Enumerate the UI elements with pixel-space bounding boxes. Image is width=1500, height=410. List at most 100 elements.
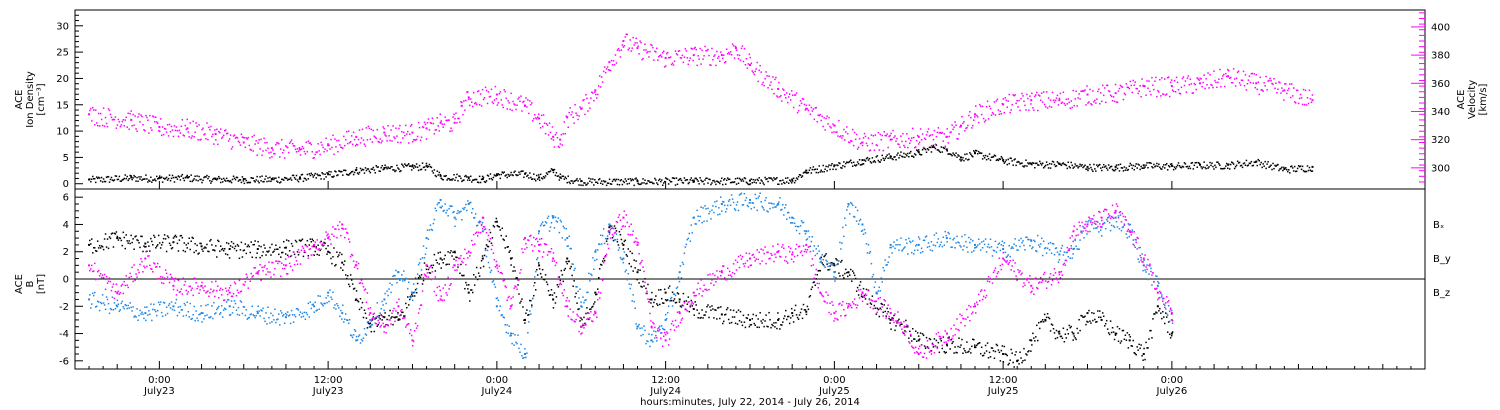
density-sample bbox=[679, 177, 682, 180]
density-sample bbox=[311, 174, 314, 176]
density-sample bbox=[97, 176, 100, 179]
density-sample bbox=[272, 177, 274, 179]
by-point bbox=[481, 230, 484, 233]
density-sample bbox=[185, 176, 188, 178]
density-sample bbox=[223, 179, 226, 181]
bx-sample bbox=[240, 241, 243, 244]
density-sample bbox=[702, 180, 704, 183]
by-sample bbox=[413, 291, 416, 293]
velocity-sample bbox=[1173, 79, 1176, 82]
bx-sample bbox=[188, 237, 190, 239]
density-sample bbox=[562, 175, 565, 177]
velocity-sample bbox=[1207, 72, 1209, 74]
bx-sample bbox=[847, 275, 849, 278]
density-sample bbox=[796, 178, 799, 180]
by-sample bbox=[315, 309, 317, 312]
bx-sample bbox=[316, 253, 318, 256]
density-sample bbox=[513, 171, 515, 174]
density-sample bbox=[1133, 168, 1135, 171]
density-sample bbox=[565, 177, 567, 180]
by-sample bbox=[699, 215, 701, 218]
velocity-sample bbox=[957, 138, 959, 140]
velocity-sample bbox=[682, 61, 685, 64]
by-sample bbox=[553, 227, 556, 229]
bx-sample bbox=[971, 345, 973, 348]
density-sample bbox=[879, 161, 882, 163]
by-sample bbox=[1115, 220, 1118, 223]
by-sample bbox=[901, 250, 903, 252]
bx-sample bbox=[640, 285, 642, 288]
bx-sample bbox=[1071, 331, 1073, 333]
density-sample bbox=[1097, 165, 1099, 168]
by-sample bbox=[432, 222, 435, 225]
velocity-point bbox=[974, 113, 976, 116]
bx-point bbox=[1002, 353, 1005, 355]
bx-sample bbox=[859, 281, 862, 283]
by-sample bbox=[906, 242, 908, 245]
bx-sample bbox=[740, 321, 743, 323]
velocity-sample bbox=[125, 116, 127, 119]
bx-point bbox=[594, 291, 597, 294]
density-sample bbox=[773, 177, 775, 179]
bx-sample bbox=[1099, 310, 1101, 312]
bx-sample bbox=[815, 278, 818, 280]
velocity-sample bbox=[680, 57, 683, 59]
density-sample bbox=[682, 182, 685, 184]
density-sample bbox=[624, 178, 627, 180]
bx-sample bbox=[1119, 342, 1122, 344]
density-sample bbox=[1166, 169, 1169, 171]
by-sample bbox=[800, 220, 803, 222]
velocity-sample bbox=[291, 143, 294, 145]
density-sample bbox=[509, 174, 511, 176]
bx-sample bbox=[586, 307, 588, 309]
density-sample bbox=[168, 174, 171, 176]
density-sample bbox=[860, 163, 863, 166]
by-sample bbox=[1037, 234, 1039, 237]
bx-sample bbox=[654, 298, 656, 301]
bx-sample bbox=[584, 322, 586, 325]
bx-sample bbox=[1001, 345, 1004, 347]
density-sample bbox=[746, 182, 749, 185]
bx-sample bbox=[1006, 354, 1008, 357]
by-sample bbox=[887, 261, 889, 264]
by-sample bbox=[286, 311, 289, 313]
bx-sample bbox=[729, 309, 732, 311]
density-sample bbox=[1013, 159, 1015, 161]
velocity-sample bbox=[1167, 76, 1170, 78]
bx-sample bbox=[267, 251, 269, 253]
by-sample bbox=[204, 315, 206, 317]
by-sample bbox=[988, 246, 991, 249]
density-sample bbox=[708, 178, 710, 181]
by-sample bbox=[649, 345, 651, 348]
velocity-sample bbox=[289, 141, 292, 143]
density-sample bbox=[600, 180, 603, 182]
density-sample bbox=[798, 173, 801, 176]
bx-point bbox=[284, 246, 287, 249]
density-sample bbox=[250, 177, 252, 179]
velocity-sample bbox=[500, 99, 503, 101]
density-sample bbox=[216, 179, 218, 181]
by-point bbox=[509, 332, 512, 335]
density-sample bbox=[649, 181, 651, 184]
bx-sample bbox=[359, 298, 362, 300]
velocity-sample bbox=[530, 103, 532, 106]
bx-sample bbox=[979, 352, 982, 355]
bx-sample bbox=[1132, 339, 1134, 342]
by-sample bbox=[552, 215, 555, 217]
bx-sample bbox=[870, 303, 873, 305]
density-sample bbox=[129, 174, 131, 177]
velocity-sample bbox=[609, 69, 612, 72]
density-sample bbox=[351, 170, 354, 173]
density-sample bbox=[1089, 163, 1091, 166]
bx-sample bbox=[141, 235, 143, 238]
by-point bbox=[819, 257, 822, 260]
velocity-sample bbox=[360, 137, 363, 139]
density-sample bbox=[1038, 160, 1041, 163]
density-point bbox=[299, 176, 301, 179]
bx-sample bbox=[672, 300, 675, 302]
bx-sample bbox=[789, 317, 792, 319]
bx-sample bbox=[600, 264, 603, 266]
density-sample bbox=[207, 177, 209, 180]
by-sample bbox=[605, 238, 608, 240]
velocity-sample bbox=[837, 135, 839, 137]
